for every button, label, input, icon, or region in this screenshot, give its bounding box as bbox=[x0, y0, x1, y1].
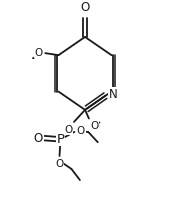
Text: O: O bbox=[55, 159, 64, 169]
Text: O: O bbox=[64, 125, 73, 135]
Text: O: O bbox=[80, 1, 90, 14]
Text: O: O bbox=[77, 126, 85, 136]
Text: O: O bbox=[35, 48, 43, 58]
Text: P: P bbox=[56, 133, 64, 146]
Text: O: O bbox=[34, 132, 43, 145]
Text: O: O bbox=[90, 121, 98, 131]
Text: N: N bbox=[108, 88, 117, 100]
